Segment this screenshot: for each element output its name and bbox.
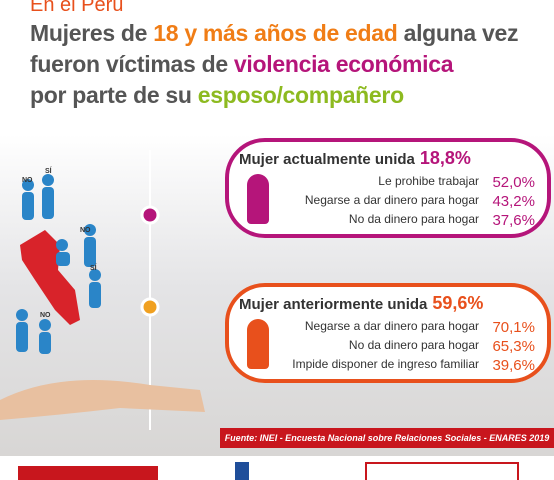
row-value: 37,6%	[492, 212, 535, 229]
title-line: Mujeres de 18 y más años de edad alguna …	[30, 18, 519, 49]
panel-row: Negarse a dar dinero para hogar 43,2%	[305, 193, 535, 210]
title-line: fueron víctimas de violencia económica	[30, 49, 518, 80]
panel-row: Impide disponer de ingreso familiar 39,6%	[292, 357, 535, 374]
row-label: No da dinero para hogar	[348, 338, 479, 352]
panel-total: 59,6%	[432, 293, 484, 313]
panel-title: Mujer actualmente unida 18,8%	[239, 148, 471, 169]
panel-title-text: Mujer actualmente unida	[239, 151, 415, 168]
title-segment: violencia económica	[233, 51, 454, 77]
person-icon	[247, 174, 269, 224]
footer-logos	[0, 456, 554, 480]
title-segment: por parte de su	[30, 82, 198, 108]
panel-row: Negarse a dar dinero para hogar 70,1%	[305, 319, 535, 336]
panel: Mujer anteriormente unida 59,6% Negarse a …	[225, 283, 551, 383]
row-value: 70,1%	[492, 319, 535, 336]
person-icon	[247, 319, 269, 369]
panel-total: 18,8%	[419, 148, 471, 168]
title-segment: fueron víctimas de	[30, 51, 234, 77]
icon-label: NO	[22, 177, 33, 184]
title-line: por parte de su esposo/compañero	[30, 80, 518, 111]
panel-row: No da dinero para hogar 65,3%	[349, 338, 535, 355]
panel-title: Mujer anteriormente unida 59,6%	[239, 293, 483, 314]
row-label: Impide disponer de ingreso familiar	[292, 357, 479, 371]
icon-label: NO	[80, 227, 91, 234]
row-label: Negarse a dar dinero para hogar	[304, 319, 479, 333]
row-value: 52,0%	[492, 174, 535, 191]
row-label: No da dinero para hogar	[348, 212, 479, 226]
title: Mujeres de 18 y más años de edad alguna …	[30, 18, 519, 111]
row-label: Le prohibe trabajar	[378, 174, 479, 188]
row-value: 39,6%	[492, 357, 535, 374]
icon-label: SÍ	[90, 265, 97, 272]
source: Fuente: INEI - Encuesta Nacional sobre R…	[220, 428, 554, 448]
title-segment: Mujeres de	[30, 20, 154, 46]
panel: Mujer actualmente unida 18,8% Le prohibe t…	[225, 138, 551, 238]
panel-title-text: Mujer anteriormente unida	[239, 296, 428, 313]
icon-label: NO	[40, 312, 51, 319]
title-segment: 18 y más años de edad	[153, 20, 398, 46]
row-value: 43,2%	[492, 193, 535, 210]
title-segment: alguna vez	[397, 20, 519, 46]
kicker: En el Perú	[30, 0, 124, 16]
panel-row: Le prohibe trabajar 52,0%	[378, 174, 535, 191]
panel-row: No da dinero para hogar 37,6%	[349, 212, 535, 229]
icon-label: SÍ	[45, 168, 52, 175]
title-segment: esposo/compañero	[197, 82, 404, 108]
row-value: 65,3%	[492, 338, 535, 355]
row-label: Negarse a dar dinero para hogar	[304, 193, 479, 207]
illustration	[0, 150, 205, 430]
